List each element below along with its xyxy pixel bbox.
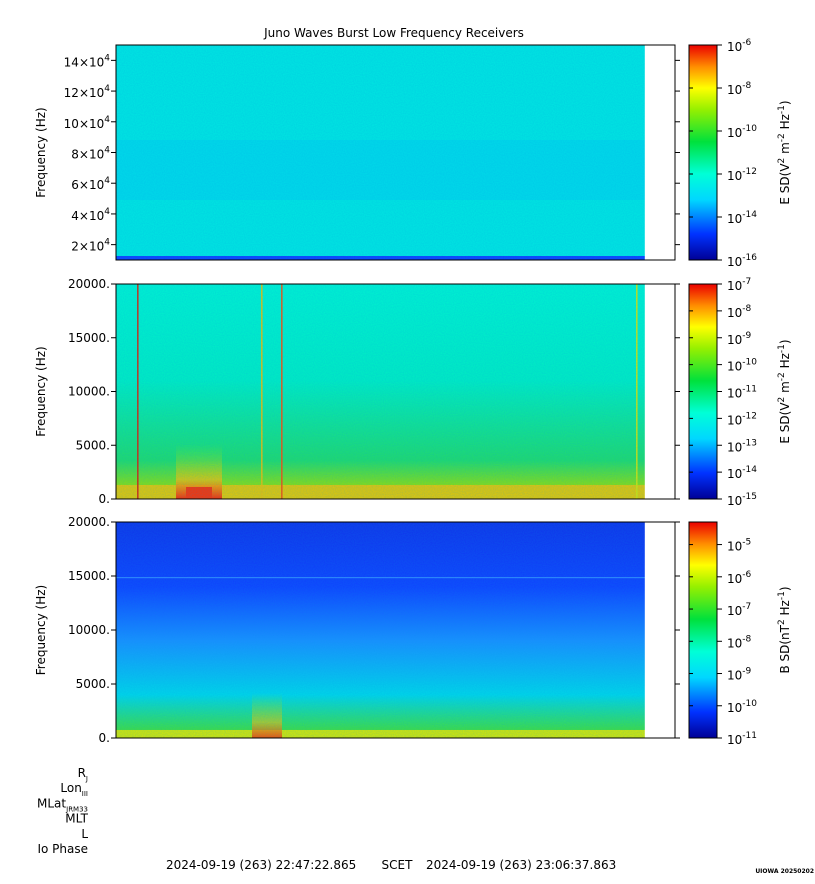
y-axis-title: Frequency (Hz) [34, 107, 48, 198]
footer-end-time: 2024-09-19 (263) 23:06:37.863 [426, 858, 616, 872]
chart-title: Juno Waves Burst Low Frequency Receivers [263, 26, 524, 40]
data-gap [644, 522, 815, 739]
colorbar-tick-label: 10-9 [727, 331, 752, 347]
y-tick-label: 5000. [76, 438, 110, 452]
colorbar-tick-label: 10-16 [727, 253, 757, 269]
colorbar-tick-label: 10-8 [727, 304, 752, 320]
y-tick-label: 10×104 [64, 115, 111, 131]
y-tick-label: 10000. [68, 385, 110, 399]
y-tick-label: 5000. [76, 677, 110, 691]
colorbar-tick-label: 10-7 [727, 277, 751, 293]
y-tick-label: 15000. [68, 569, 110, 583]
colorbar-tick-label: 10-6 [727, 38, 752, 54]
ephemeris-table: RJ5.565.505.455.395.335.285.22LonIII66.0… [37, 766, 89, 856]
ephemeris-row-label: L [81, 827, 88, 841]
ephemeris-row-label: RJ [78, 766, 88, 783]
colorbar-tick-label: 10-10 [727, 699, 757, 715]
colorbar-tick-label: 10-8 [727, 81, 752, 97]
footer-scet: SCET [382, 858, 414, 872]
y-tick-label: 0. [99, 731, 110, 745]
colorbar-tick-label: 10-13 [727, 438, 757, 454]
colorbar-2: 10-7 10-8 10-9 10-10 10-11 10-12 10-13 10-14 10-… [688, 277, 792, 508]
ephemeris-row-label: LonIII [60, 781, 88, 798]
ephemeris-row-label: Io Phase [37, 842, 88, 856]
footer-start-time: 2024-09-19 (263) 22:47:22.865 [166, 858, 356, 872]
y-tick-label: 6×104 [71, 176, 110, 192]
y-axis-title: Frequency (Hz) [34, 346, 48, 437]
spectrogram-panel-2: 0. 5000. 10000. 15000. 20000. Frequency (Hz) [34, 277, 815, 506]
y-tick-label: 2×104 [71, 238, 110, 254]
y-tick-label: 14×104 [64, 53, 111, 69]
y-tick-label: 4×104 [71, 207, 110, 223]
y-tick-label: 15000. [68, 331, 110, 345]
colorbar-tick-label: 10-14 [727, 210, 757, 226]
y-tick-label: 12×104 [64, 84, 111, 100]
colorbar-tick-label: 10-15 [727, 492, 757, 508]
colorbar-tick-label: 10-12 [727, 411, 757, 427]
colorbar-tick-label: 10-7 [727, 602, 751, 618]
y-tick-label: 20000. [68, 277, 110, 291]
colorbar-tick-label: 10-5 [727, 538, 751, 554]
y-tick-label: 0. [99, 492, 110, 506]
ephemeris-row-label: MLT [65, 812, 88, 826]
ephemeris-row-label: MLatJRM33 [37, 796, 88, 813]
spectrogram-panel-1: 2×104 4×104 6×104 8×104 10×104 12×104 14×104 Fr… [34, 44, 815, 261]
colorbar-tick-label: 10-11 [727, 385, 757, 401]
colorbar-tick-label: 10-12 [727, 167, 757, 183]
colorbar-tick-label: 10-11 [727, 731, 757, 747]
colorbar-tick-label: 10-6 [727, 570, 752, 586]
colorbar-tick-label: 10-10 [727, 124, 757, 140]
data-gap [644, 45, 815, 261]
colorbar-label: E SD(V2 m-2 Hz-1) [777, 339, 792, 443]
y-tick-label: 20000. [68, 515, 110, 529]
colorbar-tick-label: 10-8 [727, 634, 752, 650]
spectrogram-panel-3: 0. 5000. 10000. 15000. 20000. Frequency (Hz) [34, 515, 815, 745]
colorbar-1: 10-6 10-8 10-10 10-12 10-14 10-16 E SD(V2 m-2 … [688, 38, 792, 269]
colorbar-label: E SD(V2 m-2 Hz-1) [777, 100, 792, 204]
colorbar-tick-label: 10-10 [727, 358, 757, 374]
y-tick-label: 8×104 [71, 146, 110, 162]
colorbar-3: 10-5 10-6 10-7 10-8 10-9 10-10 10-11 B SD(nT2 H… [688, 521, 792, 747]
colorbar-label: B SD(nT2 Hz-1) [777, 586, 792, 673]
colorbar-tick-label: 10-14 [727, 465, 757, 481]
colorbar-tick-label: 10-9 [727, 667, 752, 683]
data-gap [644, 284, 815, 500]
y-axis-title: Frequency (Hz) [34, 585, 48, 676]
credit-label: UIOWA 20250202 [755, 868, 814, 875]
y-tick-label: 10000. [68, 623, 110, 637]
